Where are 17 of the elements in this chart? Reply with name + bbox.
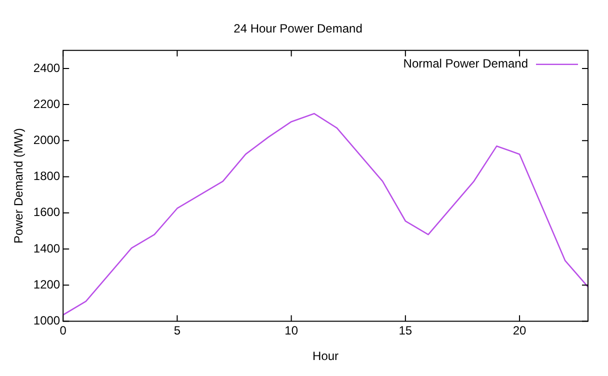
x-tick-label: 15 [398,324,412,338]
y-tick-label: 1400 [33,241,60,256]
y-tick-label: 2400 [33,60,60,75]
x-tick-label: 20 [512,324,527,338]
y-tick-label: 1000 [33,314,60,328]
legend-label: Normal Power Demand [403,56,528,71]
y-tick-label: 1800 [33,169,60,184]
y-tick-label: 2200 [33,96,60,111]
x-tick-label: 5 [174,324,181,338]
x-tick-label: 0 [60,324,67,338]
y-tick-label: 2000 [33,132,60,147]
x-axis-title: Hour [312,349,339,364]
x-tick-label: 10 [284,324,298,338]
y-tick-label: 1600 [33,205,60,220]
y-tick-label: 1200 [33,277,60,292]
y-axis-title: Power Demand (MW) [12,128,26,244]
chart-title: 24 Hour Power Demand [234,22,362,36]
